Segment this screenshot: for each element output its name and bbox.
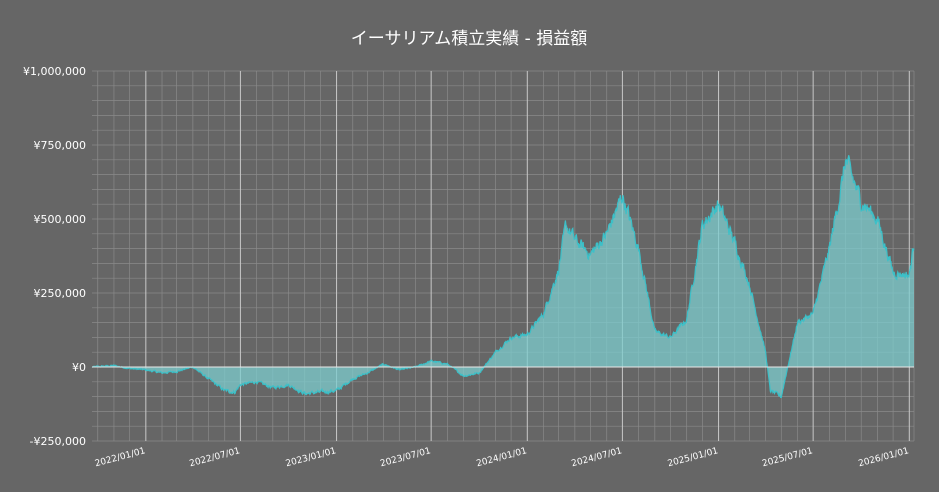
series-area: [92, 155, 914, 398]
y-tick-label: -¥250,000: [30, 435, 86, 448]
chart-title: イーサリアム積立実績 - 損益額: [351, 29, 587, 49]
x-tick-label: 2024/07/01: [570, 446, 623, 469]
x-axis-tick-labels: 2022/01/01 2022/07/01 2023/01/01 2023/07/01…: [94, 446, 910, 469]
x-tick-label: 2022/07/01: [188, 446, 241, 469]
x-tick-label: 2025/07/01: [761, 446, 814, 469]
series-line: [91, 155, 915, 399]
x-tick-label: 2024/01/01: [475, 446, 528, 469]
x-tick-label: 2026/01/01: [857, 446, 910, 469]
y-axis-tick-labels: -¥250,000 ¥0 ¥250,000 ¥500,000 ¥750,000 ¥1,00…: [23, 65, 86, 448]
y-tick-label: ¥0: [72, 361, 86, 374]
plot-area: [91, 155, 915, 399]
grid: [92, 70, 915, 442]
y-tick-label: ¥500,000: [34, 213, 87, 226]
x-tick-label: 2022/01/01: [94, 446, 147, 469]
x-tick-label: 2023/01/01: [285, 446, 338, 469]
y-tick-label: ¥1,000,000: [23, 65, 86, 78]
x-tick-label: 2023/07/01: [379, 446, 432, 469]
y-tick-label: ¥750,000: [34, 139, 87, 152]
y-tick-label: ¥250,000: [34, 287, 87, 300]
x-tick-label: 2025/01/01: [667, 446, 720, 469]
